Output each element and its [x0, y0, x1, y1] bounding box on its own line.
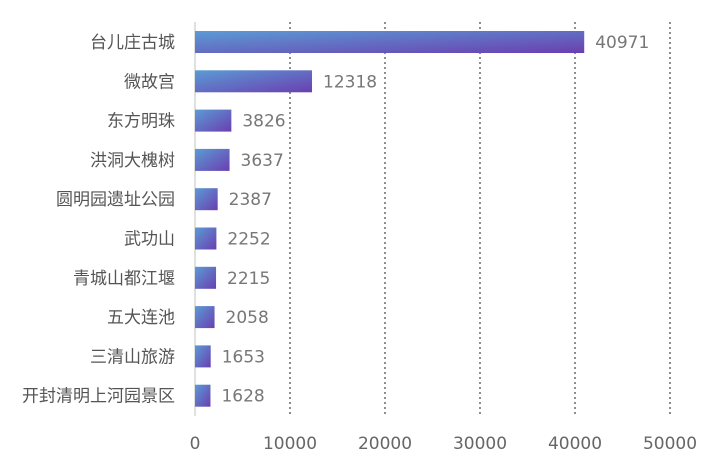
data-label: 3826	[242, 112, 285, 132]
category-label: 青城山都江堰	[73, 269, 175, 289]
labels: 0 10000 20000 30000 40000 50000 台儿庄古城 40971 微故宫 1…	[22, 33, 697, 454]
data-label: 2058	[226, 308, 269, 328]
data-label: 2215	[227, 269, 270, 289]
bar	[195, 227, 217, 250]
x-tick-label: 20000	[358, 434, 412, 454]
category-label: 微故宫	[124, 72, 175, 92]
bar	[195, 306, 215, 329]
category-label: 东方明珠	[107, 112, 175, 132]
category-label: 三清山旅游	[90, 347, 175, 367]
category-label: 圆明园遗址公园	[56, 190, 175, 210]
data-label: 2252	[227, 230, 270, 250]
data-label: 3637	[241, 151, 284, 171]
x-tick-label: 50000	[643, 434, 697, 454]
bar	[195, 148, 230, 171]
x-tick-label: 10000	[263, 434, 317, 454]
bar	[195, 384, 211, 407]
category-label: 洪洞大槐树	[90, 151, 175, 171]
data-label: 12318	[323, 72, 377, 92]
category-label: 开封清明上河园景区	[22, 387, 175, 407]
bar	[195, 345, 211, 368]
bar	[195, 70, 313, 93]
data-label: 1628	[221, 387, 264, 407]
bars	[195, 31, 585, 407]
data-label: 2387	[229, 190, 272, 210]
x-tick-label: 40000	[548, 434, 602, 454]
bar	[195, 31, 585, 53]
x-tick-label: 30000	[453, 434, 507, 454]
bar	[195, 188, 218, 211]
bar	[195, 266, 217, 289]
data-label: 40971	[595, 33, 649, 53]
category-label: 台儿庄古城	[90, 33, 175, 53]
category-label: 武功山	[124, 230, 175, 250]
x-tick-label: 0	[190, 434, 201, 454]
category-label: 五大连池	[107, 308, 175, 328]
bar	[195, 109, 232, 132]
data-label: 1653	[222, 347, 265, 367]
